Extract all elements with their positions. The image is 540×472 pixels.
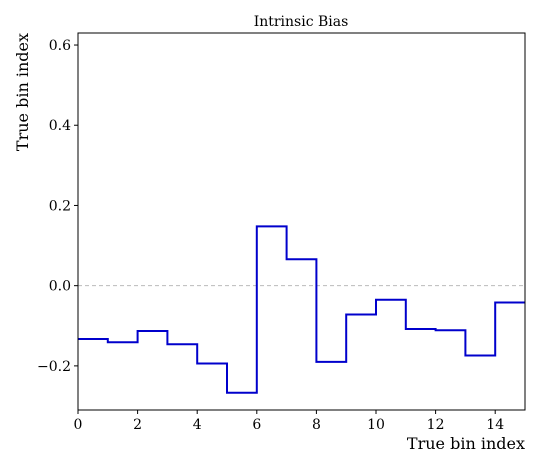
x-tick-label: 2 xyxy=(133,417,142,433)
x-axis-label: True bin index xyxy=(407,434,525,453)
y-tick-label: 0.0 xyxy=(49,279,71,295)
y-axis-label: True bin index xyxy=(13,33,32,151)
plot-frame xyxy=(77,32,526,411)
chart-title: Intrinsic Bias xyxy=(254,14,349,30)
y-tick-label: 0.4 xyxy=(49,118,71,134)
x-tick-label: 4 xyxy=(193,417,202,433)
x-tick-label: 10 xyxy=(367,417,385,433)
x-tick-label: 0 xyxy=(74,417,83,433)
series-0-step-line xyxy=(78,225,525,394)
y-tick-label: −0.2 xyxy=(37,359,71,375)
x-tick-label: 14 xyxy=(486,417,504,433)
y-tick-label: 0.2 xyxy=(49,198,71,214)
x-tick-label: 12 xyxy=(427,417,445,433)
y-tick-label: 0.6 xyxy=(49,38,71,54)
x-tick-label: 6 xyxy=(252,417,261,433)
x-tick-label: 8 xyxy=(312,417,321,433)
